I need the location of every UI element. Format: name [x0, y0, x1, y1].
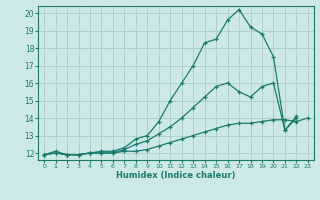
- X-axis label: Humidex (Indice chaleur): Humidex (Indice chaleur): [116, 171, 236, 180]
